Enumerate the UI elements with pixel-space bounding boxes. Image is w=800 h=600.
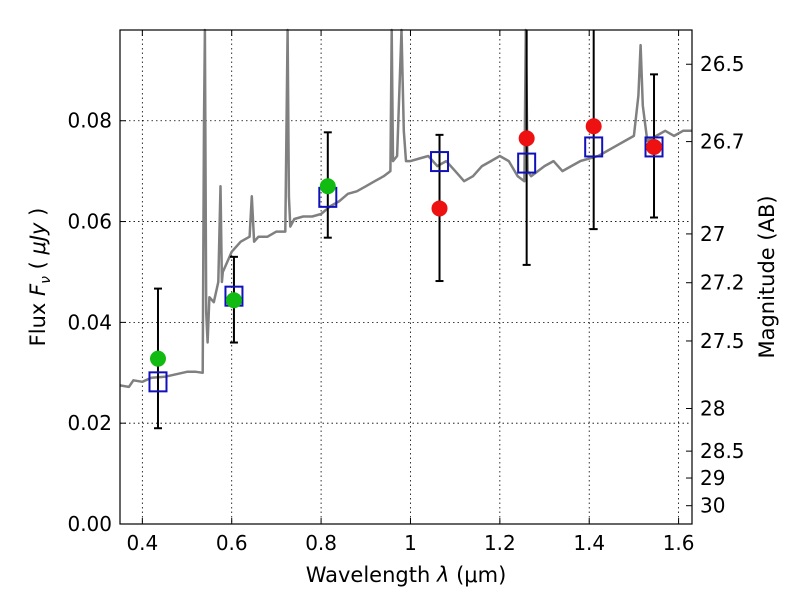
model-square	[517, 152, 537, 174]
x-axis-label: Wavelength λ (μm)	[306, 563, 507, 587]
green-point	[149, 350, 166, 367]
plot-background	[120, 30, 692, 524]
y-axis-label-prefix: Flux	[26, 296, 50, 346]
mag-tick-label: 30	[700, 494, 725, 518]
mag-tick-label: 26.7	[700, 130, 745, 154]
x-axis-label-prefix: Wavelength	[306, 563, 437, 587]
x-tick-label: 0.6	[216, 531, 248, 555]
y-axis-label-sub: ν	[38, 276, 54, 284]
x-tick-label: 1.6	[663, 531, 695, 555]
gridlines	[120, 30, 692, 524]
mag-tick-label: 28.5	[700, 439, 745, 463]
x-axis-label-suffix: (μm)	[449, 563, 506, 587]
red-point	[518, 130, 535, 147]
green-point	[225, 292, 242, 309]
plot-area	[119, 28, 692, 430]
x-tick-label: 0.8	[305, 531, 337, 555]
spectrum-line	[119, 28, 692, 389]
model-square	[430, 151, 450, 173]
y-tick-label: 0.02	[67, 411, 112, 435]
plot-frame	[119, 29, 693, 525]
mag-tick-label: 27.5	[700, 329, 745, 353]
mag-tick-label: 29	[700, 466, 725, 490]
y-tick-label: 0.04	[67, 310, 112, 334]
red-point	[431, 200, 448, 217]
x-tick-label: 1	[404, 531, 417, 555]
y-tick-label: 0.06	[67, 210, 112, 234]
x-tick-label: 0.4	[126, 531, 158, 555]
mag-tick-label: 27.2	[700, 271, 745, 295]
axes: 0.4 0.6 0.8 1 1.2 1.4 1.6 0.00 0.02 0.04 0.06 0.08 2…	[67, 30, 745, 555]
x-axis-label-var: λ	[436, 563, 449, 587]
y-axis-label-paren-close: )	[26, 208, 50, 223]
model-square	[148, 371, 168, 393]
x-tick-label: 1.2	[484, 531, 516, 555]
model-square	[584, 136, 604, 158]
mag-tick-label: 28	[700, 397, 725, 421]
green-point	[319, 178, 336, 195]
y-tick-label: 0.08	[67, 109, 112, 133]
y-axis-label-var: F	[26, 283, 50, 296]
x-tick-label: 1.4	[573, 531, 605, 555]
y-tick-label: 0.00	[67, 512, 112, 536]
mag-tick-label: 27	[700, 222, 725, 246]
red-point	[585, 118, 602, 135]
mag-tick-label: 26.5	[700, 52, 745, 76]
y-axis-label: Flux Fν ( μJy )	[26, 208, 54, 347]
y2-axis-label: Magnitude (AB)	[755, 195, 779, 358]
y-axis-label-paren-open: (	[26, 255, 50, 277]
y-axis-label-unit: μJy	[26, 222, 50, 256]
model-square	[644, 136, 664, 158]
red-point	[646, 138, 663, 155]
